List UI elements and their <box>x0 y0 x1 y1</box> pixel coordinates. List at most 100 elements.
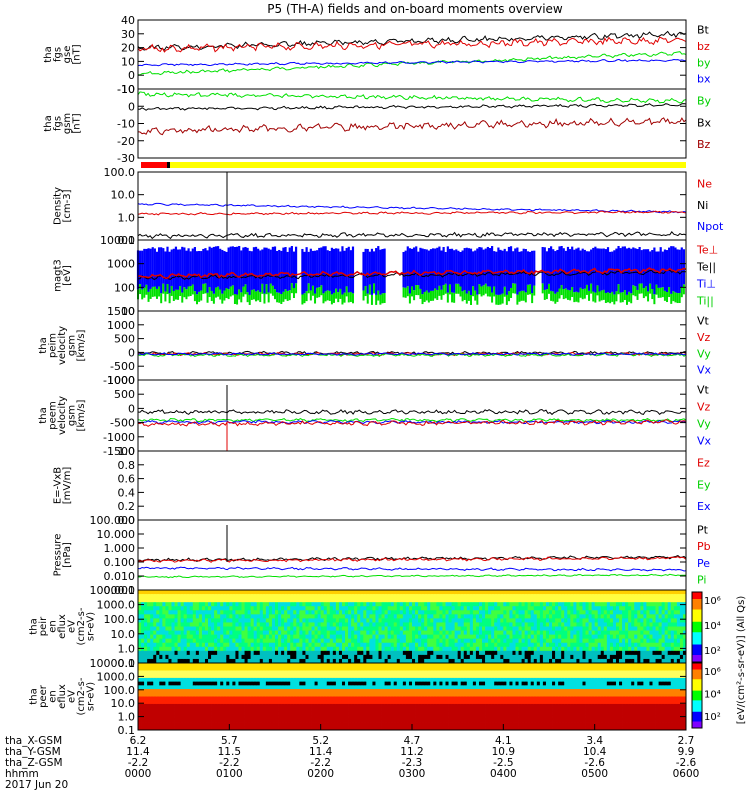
spectrogram-cell <box>317 634 322 640</box>
spectrogram-cell <box>363 614 367 619</box>
spectrogram-cell <box>214 642 218 648</box>
spectrogram-cell <box>229 663 233 668</box>
spectrogram-cell <box>302 692 306 697</box>
spectrogram-cell <box>512 658 516 664</box>
spectrogram-cell <box>360 618 364 623</box>
spectrogram-cell <box>302 711 306 716</box>
y-tick-label: 10000.0 <box>90 584 136 597</box>
spectrogram-cell <box>619 634 623 640</box>
spectrogram-cell <box>488 630 492 636</box>
spectrogram-cell <box>637 618 641 623</box>
spectrogram-cell <box>287 696 291 701</box>
spectrogram-cell <box>226 602 230 607</box>
spectrogram-cell <box>454 650 459 656</box>
spectrogram-cell <box>472 642 477 648</box>
spectrogram-cell <box>533 622 538 627</box>
spectrogram-cell <box>287 666 291 671</box>
spectrogram-cell <box>555 658 559 664</box>
spectrogram-cell <box>521 634 526 640</box>
spectrogram-cell <box>211 622 215 627</box>
spectrogram-cell <box>195 707 200 712</box>
spectrogram-cell <box>162 626 166 631</box>
spectrogram-cell <box>591 642 596 648</box>
spectrogram-cell <box>421 626 425 631</box>
series-line-te-par <box>137 269 687 281</box>
spectrogram-cell <box>381 646 385 652</box>
spectrogram-cell <box>412 634 416 640</box>
spectrogram-cell <box>268 626 273 631</box>
spectrogram-cell <box>469 638 474 644</box>
spectrogram-cell <box>211 722 215 727</box>
y-label-line: tha <box>43 46 54 62</box>
spectrogram-cell <box>326 630 331 636</box>
spectrogram-cell <box>214 677 218 683</box>
spectrogram-cell <box>436 634 440 640</box>
spectrogram-cell <box>427 626 431 631</box>
y-label-line: gsm <box>62 113 73 134</box>
spectrogram-cell <box>150 614 154 619</box>
spectrogram-cell <box>305 663 309 668</box>
spectrogram-cell <box>415 610 419 615</box>
spectrogram-cell <box>177 598 182 603</box>
spectrogram-cell <box>204 711 209 716</box>
spectrogram-cell <box>381 630 385 636</box>
spectrogram-cell <box>582 654 586 660</box>
y-tick-label: 100 <box>114 281 135 294</box>
spectrogram-cell <box>609 630 614 636</box>
spectrogram-cell <box>402 626 407 631</box>
spectrogram-cell <box>259 681 264 686</box>
spectrogram-cell <box>363 634 367 640</box>
spectrogram-cell <box>348 626 352 631</box>
spectrogram-cell <box>147 638 151 644</box>
spectrogram-cell <box>265 590 270 595</box>
spectrogram-cell <box>436 606 440 611</box>
spectrogram-cell <box>664 642 669 648</box>
spectrogram-cell <box>570 606 574 611</box>
spectrogram-cell <box>192 634 197 640</box>
spectrogram-cell <box>241 726 245 731</box>
spectrogram-cell <box>530 646 535 652</box>
spectrogram-cell <box>220 658 224 664</box>
spectrogram-cell <box>667 602 672 607</box>
spectrogram-cell <box>670 658 675 664</box>
spectrogram-cell <box>268 638 273 644</box>
spectrogram-cell <box>415 602 419 607</box>
spectrogram-cell <box>609 650 614 656</box>
spectrogram-cell <box>195 681 200 686</box>
spectrogram-cell <box>442 606 446 611</box>
spectrogram-cell <box>372 622 376 627</box>
spectrogram-cell <box>150 726 154 731</box>
spectrogram-cell <box>631 618 635 623</box>
spectrogram-cell <box>442 590 446 595</box>
spectrogram-cell <box>268 711 273 716</box>
spectrogram-cell <box>296 715 300 720</box>
spectrogram-cell <box>469 594 474 599</box>
spectrogram-cell <box>372 614 376 619</box>
spectrogram-cell <box>542 598 547 603</box>
spectrogram-cell <box>278 718 282 723</box>
spectrogram-cell <box>341 654 346 660</box>
spectrogram-cell <box>259 696 264 701</box>
spectrogram-cell <box>558 598 562 603</box>
spectrogram-cell <box>226 598 230 603</box>
spectrogram-cell <box>305 707 309 712</box>
spectrogram-cell <box>241 634 245 640</box>
spectrogram-cell <box>634 642 638 648</box>
spectrogram-cell <box>180 610 185 615</box>
spectrogram-cell <box>497 590 501 595</box>
spectrogram-cell <box>475 626 480 631</box>
spectrogram-cell <box>399 638 404 644</box>
spectrogram-cell <box>159 618 163 623</box>
spectrogram-cell <box>247 674 252 679</box>
spectrogram-cell <box>442 594 446 599</box>
spectrogram-cell <box>168 634 172 640</box>
spectrogram-cell <box>192 610 197 615</box>
spectrogram-cell <box>211 590 215 595</box>
spectrogram-cell <box>515 634 519 640</box>
spectrogram-cell <box>670 638 675 644</box>
spectrogram-cell <box>670 602 675 607</box>
spectrogram-cell <box>421 658 425 664</box>
spectrogram-cell <box>177 614 182 619</box>
spectrogram-cell <box>162 614 166 619</box>
spectrogram-cell <box>652 638 656 644</box>
